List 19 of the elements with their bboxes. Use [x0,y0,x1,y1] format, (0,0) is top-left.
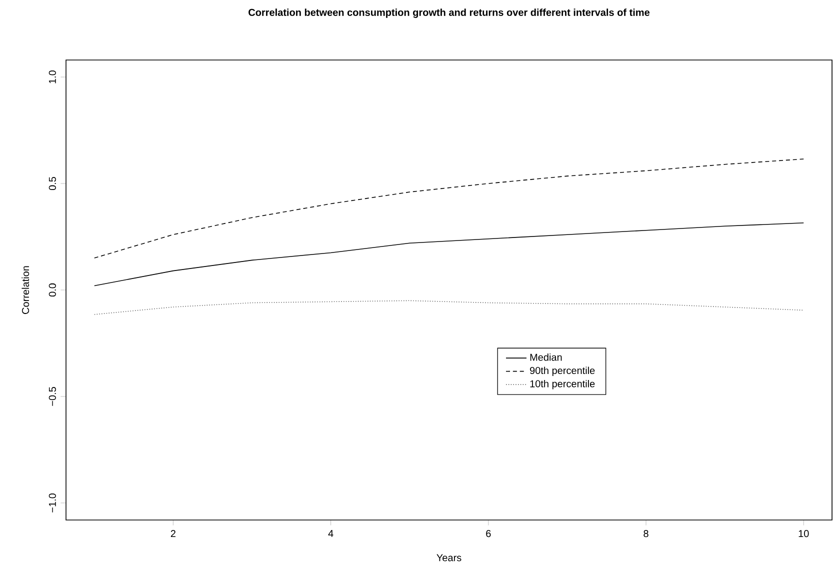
legend-label: 10th percentile [530,380,595,390]
x-tick-label: 4 [328,530,334,537]
y-axis-title: Correlation [22,266,30,314]
line-series [94,300,804,315]
y-tick-label: −0.5 [48,387,56,406]
x-tick-label: 10 [798,530,809,538]
y-tick-label: 0.0 [48,283,56,297]
legend-label: Median [530,353,562,361]
y-tick-label: −1.0 [48,493,56,512]
x-axis-title: Years [436,554,462,562]
line-series [94,158,804,258]
x-tick-label: 2 [170,530,176,538]
y-tick-label: 1.0 [48,70,56,84]
x-tick-label: 8 [644,530,648,538]
line-series [94,222,804,286]
x-tick-label: 6 [486,530,491,538]
y-tick-label: 0.5 [48,176,56,190]
legend-label: 90th percentile [530,366,595,376]
chart-title: Correlation between consumption growth and returns over different intervals of time [248,8,650,18]
